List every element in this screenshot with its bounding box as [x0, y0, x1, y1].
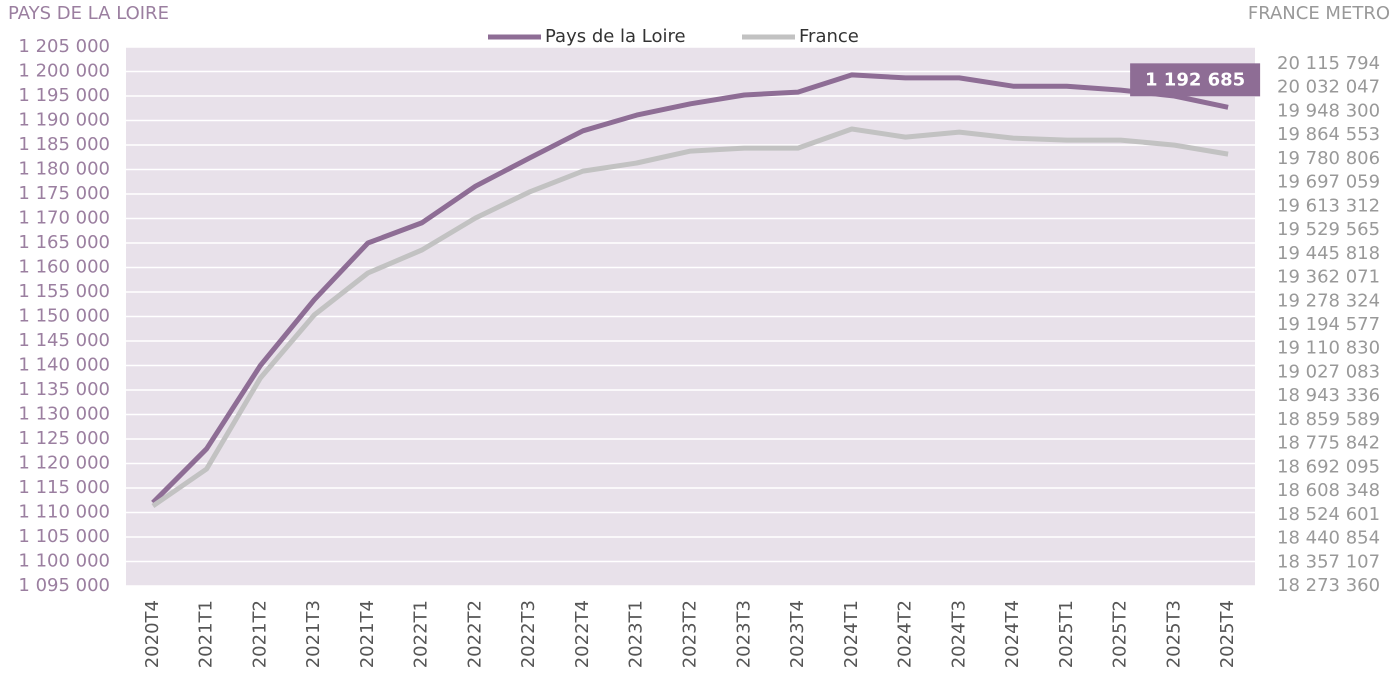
- x-tick-label: 2022T1: [411, 600, 432, 668]
- y-tick-label: 1 105 000: [18, 526, 110, 547]
- y-tick-label: 1 200 000: [18, 61, 110, 82]
- y2-tick-label: 18 357 107: [1277, 551, 1380, 572]
- y2-tick-label: 19 529 565: [1277, 219, 1380, 240]
- data-label-group: 1 192 685: [1130, 63, 1261, 97]
- y2-tick-label: 19 948 300: [1277, 100, 1380, 121]
- y2-tick-label: 18 775 842: [1277, 433, 1380, 454]
- y2-tick-label: 19 110 830: [1277, 338, 1380, 359]
- y-tick-label: 1 145 000: [18, 330, 110, 351]
- x-tick-label: 2025T1: [1056, 600, 1077, 668]
- y2-axis-title: FRANCE METRO: [1248, 3, 1390, 24]
- y2-tick-label: 19 278 324: [1277, 290, 1380, 311]
- series-line: [151, 72, 1229, 505]
- y-axis-title: PAYS DE LA LOIRE: [8, 3, 169, 24]
- y2-tick-label: 18 943 336: [1277, 385, 1380, 406]
- x-tick-label: 2024T2: [895, 600, 916, 668]
- y2-tick-label: 18 273 360: [1277, 575, 1380, 596]
- y2-tick-label: 19 697 059: [1277, 172, 1380, 193]
- y-tick-label: 1 135 000: [18, 379, 110, 400]
- x-tick-label: 2025T3: [1163, 600, 1184, 668]
- x-tick-label: 2021T3: [303, 600, 324, 668]
- y2-tick-label: 18 859 589: [1277, 409, 1380, 430]
- y2-tick-label: 19 780 806: [1277, 148, 1380, 169]
- y2-tick-label: 19 027 083: [1277, 361, 1380, 382]
- y-tick-label: 1 110 000: [18, 502, 110, 523]
- x-tick-label: 2022T2: [464, 600, 485, 668]
- y2-tick-label: 19 864 553: [1277, 124, 1380, 145]
- y-tick-label: 1 190 000: [18, 110, 110, 131]
- x-tick-label: 2022T4: [572, 600, 593, 668]
- y-tick-label: 1 170 000: [18, 208, 110, 229]
- x-tick-label: 2024T4: [1002, 600, 1023, 668]
- y-tick-label: 1 095 000: [18, 575, 110, 596]
- y2-tick-label: 19 194 577: [1277, 314, 1380, 335]
- y2-tick-label: 19 613 312: [1277, 195, 1380, 216]
- y-tick-label: 1 185 000: [18, 134, 110, 155]
- y-tick-label: 1 180 000: [18, 159, 110, 180]
- y-tick-label: 1 175 000: [18, 183, 110, 204]
- x-tick-label: 2022T3: [518, 600, 539, 668]
- y2-tick-label: 20 032 047: [1277, 77, 1380, 98]
- x-tick-label: 2024T1: [841, 600, 862, 668]
- y-tick-label: 1 195 000: [18, 85, 110, 106]
- y-tick-label: 1 115 000: [18, 477, 110, 498]
- x-tick-label: 2021T4: [357, 600, 378, 668]
- y2-tick-label: 18 692 095: [1277, 456, 1380, 477]
- data-label: 1 192 685: [1145, 69, 1245, 90]
- y-tick-label: 1 205 000: [18, 36, 110, 57]
- y2-tick-label: 18 524 601: [1277, 504, 1380, 525]
- legend-label: France: [799, 26, 859, 47]
- x-tick-label: 2021T2: [249, 600, 270, 668]
- x-tick-label: 2023T1: [626, 600, 647, 668]
- series-line: [151, 126, 1229, 509]
- x-tick-label: 2024T3: [948, 600, 969, 668]
- x-tick-label: 2023T4: [787, 600, 808, 668]
- data-label-box: [1130, 63, 1261, 97]
- y-tick-label: 1 125 000: [18, 428, 110, 449]
- y2-tick-label: 18 440 854: [1277, 528, 1380, 549]
- x-tick-label: 2023T3: [733, 600, 754, 668]
- y2-tick-label: 19 362 071: [1277, 267, 1380, 288]
- y-tick-label: 1 150 000: [18, 306, 110, 327]
- y-tick-label: 1 160 000: [18, 257, 110, 278]
- y2-tick-label: 18 608 348: [1277, 480, 1380, 501]
- x-tick-label: 2025T4: [1217, 600, 1238, 668]
- y2-tick-label: 20 115 794: [1277, 53, 1380, 74]
- y-tick-label: 1 100 000: [18, 551, 110, 572]
- y-tick-label: 1 165 000: [18, 232, 110, 253]
- x-tick-label: 2023T2: [680, 600, 701, 668]
- y-tick-label: 1 130 000: [18, 404, 110, 425]
- x-tick-label: 2021T1: [196, 600, 217, 668]
- legend-label: Pays de la Loire: [545, 26, 686, 47]
- y-tick-label: 1 140 000: [18, 355, 110, 376]
- y-tick-label: 1 120 000: [18, 453, 110, 474]
- y2-tick-label: 19 445 818: [1277, 243, 1380, 264]
- x-tick-label: 2020T4: [142, 600, 163, 668]
- x-tick-label: 2025T2: [1110, 600, 1131, 668]
- y-tick-label: 1 155 000: [18, 281, 110, 302]
